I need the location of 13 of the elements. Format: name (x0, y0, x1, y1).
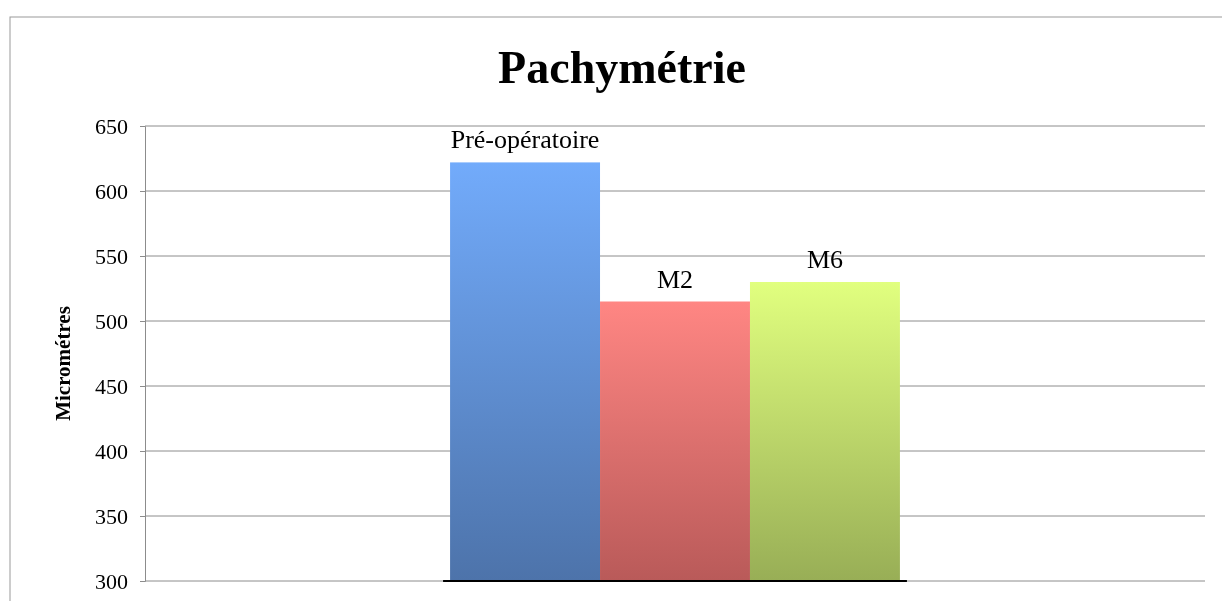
series-label: M6 (806, 245, 844, 274)
y-tick-label: 550 (95, 243, 128, 269)
y-tick-label: 400 (95, 438, 128, 464)
y-tick-label: 450 (95, 373, 128, 399)
y-axis-title: Micrométres (51, 306, 75, 421)
y-tick-label: 600 (95, 178, 128, 204)
chart-title: Pachymétrie (498, 42, 746, 93)
y-tick-label: 350 (95, 503, 128, 529)
y-tick-label: 650 (95, 113, 128, 139)
series-label: Pré-opératoire (450, 125, 600, 155)
y-tick-label: 500 (95, 308, 128, 334)
series-label: M2 (656, 264, 694, 294)
y-tick-label: 300 (95, 568, 128, 594)
